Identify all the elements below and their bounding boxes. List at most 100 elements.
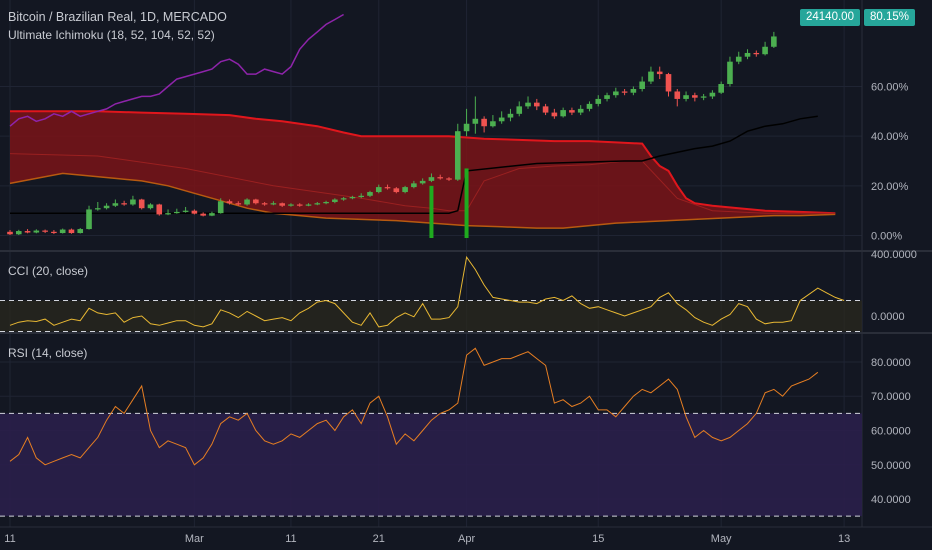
candle-down bbox=[674, 91, 681, 99]
candle-down bbox=[692, 95, 698, 98]
candle-up bbox=[419, 180, 426, 184]
candle-down bbox=[551, 112, 558, 117]
candle-up bbox=[771, 36, 777, 47]
candle-down bbox=[121, 203, 127, 205]
candle-up bbox=[490, 121, 496, 127]
rsi-line bbox=[9, 347, 819, 466]
candle-up bbox=[147, 204, 154, 209]
time-tick-label: 11 bbox=[285, 533, 296, 545]
candle-up bbox=[586, 103, 593, 109]
candle-up bbox=[498, 117, 505, 122]
candle-up bbox=[86, 209, 92, 230]
candle-up bbox=[174, 211, 180, 214]
candle-down bbox=[261, 203, 268, 205]
time-tick-label: 13 bbox=[838, 533, 850, 545]
cci-tick-label: 0.0000 bbox=[871, 311, 905, 323]
candle-down bbox=[569, 110, 575, 113]
cci-pane bbox=[0, 255, 862, 333]
candle-up bbox=[735, 56, 742, 62]
candle-up bbox=[700, 96, 707, 98]
cloud-mid-line bbox=[9, 153, 836, 214]
candle-up bbox=[744, 52, 751, 57]
candle-up bbox=[472, 118, 479, 124]
candle-up bbox=[244, 199, 250, 205]
candle-down bbox=[253, 199, 259, 204]
candle-up bbox=[411, 183, 417, 188]
candle-down bbox=[7, 231, 13, 235]
candle-up bbox=[507, 113, 514, 118]
candle-up bbox=[165, 213, 171, 215]
candle-up bbox=[613, 91, 619, 96]
candle-up bbox=[209, 213, 215, 216]
candle-down bbox=[191, 210, 198, 214]
candle-up bbox=[112, 203, 119, 206]
candle-up bbox=[314, 203, 321, 205]
candle-up bbox=[33, 230, 40, 233]
price-tick-label: 0.00% bbox=[871, 231, 902, 243]
price-tick-label: 40.00% bbox=[871, 131, 909, 143]
candle-down bbox=[235, 203, 242, 205]
time-tick-label: 11 bbox=[4, 533, 15, 545]
candle-down bbox=[534, 102, 540, 107]
candle-up bbox=[727, 61, 733, 85]
candle-up bbox=[340, 198, 347, 200]
rsi-tick-label: 80.0000 bbox=[871, 357, 911, 369]
candle-up bbox=[270, 203, 277, 205]
cci-line bbox=[9, 255, 845, 328]
rsi-pane bbox=[0, 347, 862, 517]
candle-up bbox=[516, 106, 523, 114]
price-pane bbox=[7, 13, 836, 238]
candle-up bbox=[648, 71, 654, 82]
candle-down bbox=[481, 118, 487, 127]
candle-down bbox=[753, 52, 760, 55]
candle-up bbox=[639, 81, 645, 89]
candle-up bbox=[182, 210, 189, 212]
candle-down bbox=[665, 74, 672, 92]
ichimoku-legend[interactable]: Ultimate Ichimoku (18, 52, 104, 52, 52) bbox=[8, 28, 215, 42]
cci-legend[interactable]: CCI (20, close) bbox=[8, 264, 89, 278]
candle-up bbox=[130, 199, 136, 205]
candle-up bbox=[95, 208, 101, 210]
candle-up bbox=[577, 108, 584, 113]
cci-tick-label: 400.0000 bbox=[871, 249, 917, 261]
candle-down bbox=[226, 201, 233, 204]
time-tick-label: Apr bbox=[458, 533, 475, 545]
candle-down bbox=[542, 106, 549, 113]
rsi-tick-label: 40.0000 bbox=[871, 494, 911, 506]
candle-down bbox=[656, 71, 663, 75]
candle-up bbox=[77, 229, 84, 234]
candle-up bbox=[428, 177, 435, 181]
candle-up bbox=[683, 95, 689, 99]
candle-down bbox=[446, 178, 452, 180]
time-axis[interactable]: 11 Mar 11 21 Apr 15 May 13 bbox=[4, 533, 850, 545]
price-tick-label: 60.00% bbox=[871, 82, 909, 94]
rsi-band bbox=[0, 413, 862, 517]
cloud-top-line bbox=[10, 110, 836, 215]
chikou-span-line bbox=[9, 13, 344, 127]
candle-up bbox=[323, 201, 329, 204]
candle-up bbox=[15, 231, 22, 235]
candle-down bbox=[437, 177, 444, 179]
candle-up bbox=[525, 102, 531, 107]
price-axis[interactable]: 0.00% 20.00% 40.00% 60.00% 400.0000 0.0000 80.… bbox=[871, 82, 917, 507]
rsi-legend[interactable]: RSI (14, close) bbox=[8, 346, 88, 360]
candle-down bbox=[156, 204, 163, 215]
rsi-tick-label: 70.0000 bbox=[871, 391, 911, 403]
candle-up bbox=[305, 204, 312, 206]
kijun-line bbox=[10, 115, 818, 214]
time-tick-label: May bbox=[711, 533, 732, 545]
price-tick-label: 20.00% bbox=[871, 181, 909, 193]
candle-up bbox=[718, 84, 724, 93]
candle-up bbox=[630, 88, 637, 93]
candle-up bbox=[367, 192, 373, 196]
candle-down bbox=[51, 231, 57, 234]
candle-down bbox=[200, 213, 206, 216]
cloud-bottom-line bbox=[9, 172, 836, 229]
volume-spike bbox=[429, 185, 434, 238]
last-price-badge: 24140.00 bbox=[800, 9, 860, 26]
candle-down bbox=[296, 204, 303, 206]
candle-down bbox=[138, 199, 145, 209]
symbol-title[interactable]: Bitcoin / Brazilian Real, 1D, MERCADO bbox=[8, 10, 227, 24]
candle-up bbox=[402, 187, 408, 193]
